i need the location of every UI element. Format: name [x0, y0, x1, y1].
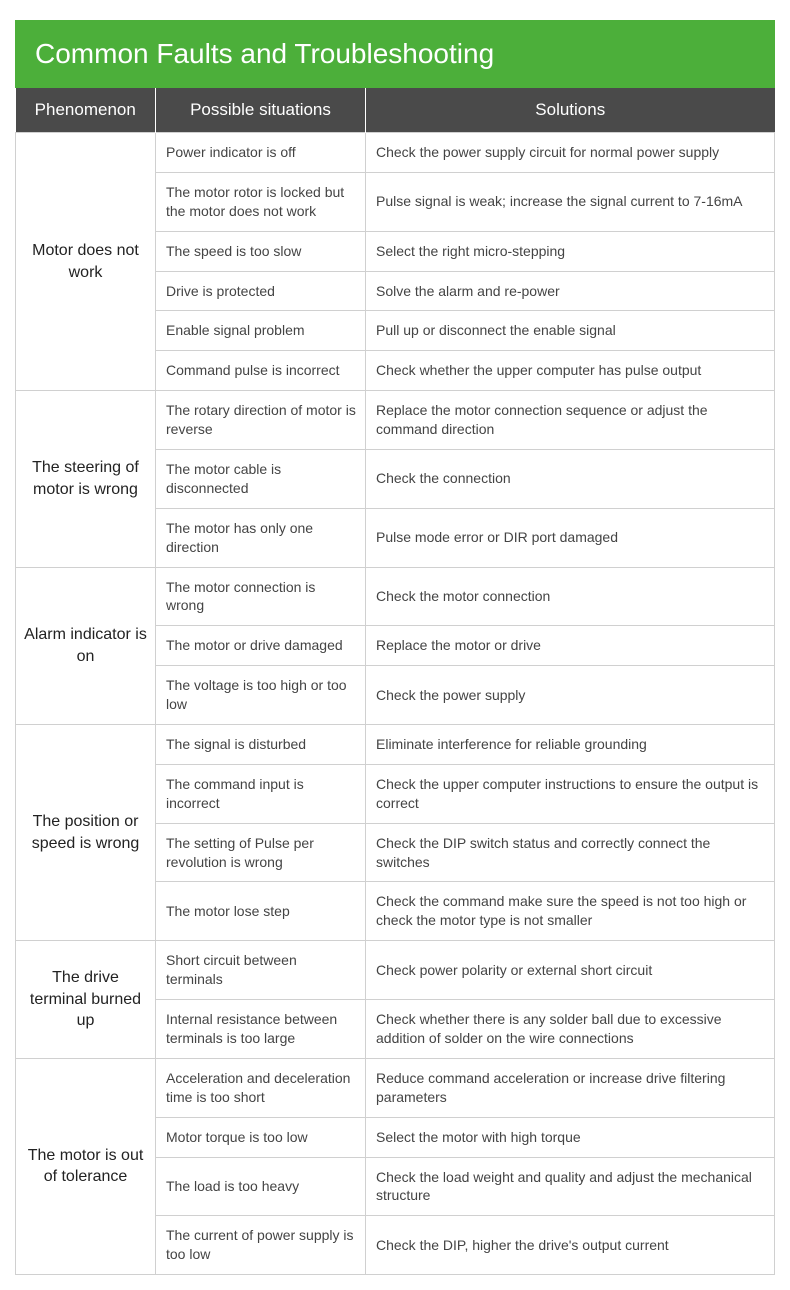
solution-cell: Check power polarity or external short c… [366, 941, 775, 1000]
solution-cell: Select the right micro-stepping [366, 231, 775, 271]
situation-cell: The signal is disturbed [156, 725, 366, 765]
solution-cell: Check whether there is any solder ball d… [366, 1000, 775, 1059]
situation-cell: The rotary direction of motor is reverse [156, 391, 366, 450]
table-row: The steering of motor is wrongThe rotary… [16, 391, 775, 450]
solution-cell: Reduce command acceleration or increase … [366, 1058, 775, 1117]
solution-cell: Pulse signal is weak; increase the signa… [366, 172, 775, 231]
solution-cell: Eliminate interference for reliable grou… [366, 725, 775, 765]
solution-cell: Check the DIP switch status and correctl… [366, 823, 775, 882]
solution-cell: Check the DIP, higher the drive's output… [366, 1216, 775, 1275]
phenomenon-cell: The motor is out of tolerance [16, 1058, 156, 1274]
situation-cell: The motor rotor is locked but the motor … [156, 172, 366, 231]
solution-cell: Check the power supply circuit for norma… [366, 133, 775, 173]
situation-cell: Command pulse is incorrect [156, 351, 366, 391]
table-row: The drive terminal burned upShort circui… [16, 941, 775, 1000]
situation-cell: The speed is too slow [156, 231, 366, 271]
situation-cell: Short circuit between terminals [156, 941, 366, 1000]
situation-cell: The load is too heavy [156, 1157, 366, 1216]
solution-cell: Replace the motor connection sequence or… [366, 391, 775, 450]
table-row: The motor is out of toleranceAcceleratio… [16, 1058, 775, 1117]
table-body: Motor does not workPower indicator is of… [16, 133, 775, 1275]
solution-cell: Check the motor connection [366, 567, 775, 626]
situation-cell: The setting of Pulse per revolution is w… [156, 823, 366, 882]
solution-cell: Check the connection [366, 450, 775, 509]
situation-cell: The command input is incorrect [156, 764, 366, 823]
troubleshooting-table: Phenomenon Possible situations Solutions… [15, 88, 775, 1275]
page-container: Common Faults and Troubleshooting Phenom… [0, 0, 790, 1290]
situation-cell: Internal resistance between terminals is… [156, 1000, 366, 1059]
situation-cell: The motor lose step [156, 882, 366, 941]
situation-cell: The motor connection is wrong [156, 567, 366, 626]
header-situations: Possible situations [156, 88, 366, 133]
solution-cell: Pull up or disconnect the enable signal [366, 311, 775, 351]
solution-cell: Check the power supply [366, 666, 775, 725]
situation-cell: Drive is protected [156, 271, 366, 311]
solution-cell: Replace the motor or drive [366, 626, 775, 666]
situation-cell: The motor cable is disconnected [156, 450, 366, 509]
table-row: Motor does not workPower indicator is of… [16, 133, 775, 173]
solution-cell: Check the command make sure the speed is… [366, 882, 775, 941]
situation-cell: Acceleration and deceleration time is to… [156, 1058, 366, 1117]
table-header-row: Phenomenon Possible situations Solutions [16, 88, 775, 133]
situation-cell: Motor torque is too low [156, 1117, 366, 1157]
phenomenon-cell: The steering of motor is wrong [16, 391, 156, 567]
solution-cell: Solve the alarm and re-power [366, 271, 775, 311]
solution-cell: Select the motor with high torque [366, 1117, 775, 1157]
solution-cell: Check the load weight and quality and ad… [366, 1157, 775, 1216]
header-phenomenon: Phenomenon [16, 88, 156, 133]
situation-cell: The current of power supply is too low [156, 1216, 366, 1275]
header-solutions: Solutions [366, 88, 775, 133]
solution-cell: Check the upper computer instructions to… [366, 764, 775, 823]
phenomenon-cell: Alarm indicator is on [16, 567, 156, 724]
solution-cell: Pulse mode error or DIR port damaged [366, 508, 775, 567]
situation-cell: Enable signal problem [156, 311, 366, 351]
phenomenon-cell: The position or speed is wrong [16, 725, 156, 941]
situation-cell: Power indicator is off [156, 133, 366, 173]
situation-cell: The motor has only one direction [156, 508, 366, 567]
table-row: The position or speed is wrongThe signal… [16, 725, 775, 765]
solution-cell: Check whether the upper computer has pul… [366, 351, 775, 391]
situation-cell: The motor or drive damaged [156, 626, 366, 666]
page-title: Common Faults and Troubleshooting [15, 20, 775, 88]
phenomenon-cell: Motor does not work [16, 133, 156, 391]
phenomenon-cell: The drive terminal burned up [16, 941, 156, 1059]
situation-cell: The voltage is too high or too low [156, 666, 366, 725]
table-row: Alarm indicator is onThe motor connectio… [16, 567, 775, 626]
